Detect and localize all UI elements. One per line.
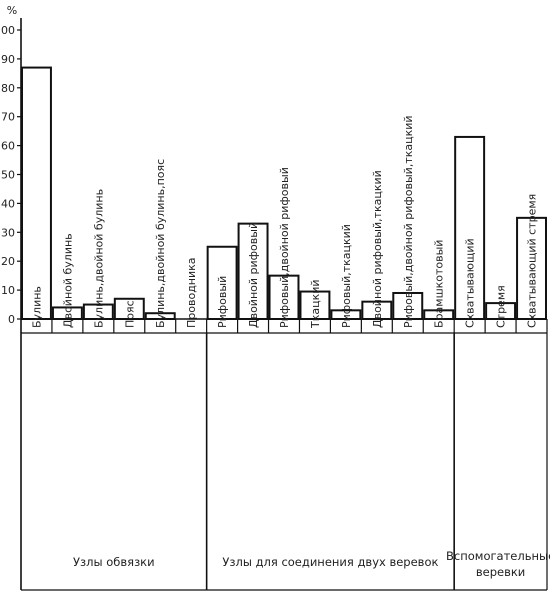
category-label: Пояс — [123, 300, 136, 328]
category-label: Булинь,двойной булинь — [92, 189, 105, 328]
bar — [237, 222, 269, 321]
bar — [268, 274, 300, 320]
category-label: Двойной булинь — [61, 233, 74, 328]
group-label: Узлы для соединения двух веревок — [222, 555, 438, 569]
bar — [516, 216, 548, 321]
y-tick-label: 30 — [1, 226, 15, 239]
category-label: Двойной рифовый,ткацкий — [371, 170, 384, 328]
y-tick-label: 50 — [1, 169, 15, 182]
bar — [51, 306, 83, 321]
bar — [206, 245, 238, 320]
labels: 0 10 20 30 40 50 60 70 80 90 100% Булинь Двойной бул… — [0, 4, 550, 579]
bar — [423, 309, 455, 320]
bar — [21, 66, 52, 320]
y-tick-label: 60 — [1, 140, 15, 153]
y-tick-label: 70 — [1, 111, 15, 124]
bar — [299, 290, 331, 321]
bar — [361, 300, 393, 321]
y-tick-label: 20 — [1, 255, 15, 268]
category-label: Рифовый,двойной рифовый,ткацкий — [402, 115, 415, 328]
y-tick-label: 100 — [0, 24, 15, 37]
y-tick-label: 80 — [1, 82, 15, 95]
y-tick-label: 90 — [1, 53, 15, 66]
category-label: Брамшкотовый — [433, 240, 446, 328]
category-label: Рифовый — [216, 276, 229, 328]
category-label: Булинь,двойной булинь,пояс — [154, 159, 167, 328]
bar — [330, 309, 362, 320]
group-label-line2: веревки — [476, 565, 525, 579]
bars — [21, 66, 548, 321]
category-label: Схватывающий — [464, 238, 477, 328]
bar — [113, 297, 145, 320]
bar — [454, 135, 486, 320]
category-label: Проводника — [185, 257, 198, 328]
y-tick-label: 10 — [1, 284, 15, 297]
category-label: Стремя — [495, 285, 508, 328]
bar — [485, 302, 517, 321]
y-axis-label: % — [7, 4, 17, 17]
category-label: Рифовый,двойной рифовый — [278, 167, 291, 328]
category-label: Ткацкий — [309, 279, 322, 329]
group-label: Вспомогательные — [446, 549, 550, 563]
bar — [82, 303, 114, 320]
group-label: Узлы обвязки — [73, 555, 155, 569]
bar — [144, 312, 176, 321]
category-label: Булинь — [30, 286, 43, 328]
category-label: Двойной рифовый — [247, 222, 260, 328]
category-label: Рифовый,ткацкий — [340, 224, 353, 328]
y-tick-label: 0 — [8, 313, 15, 326]
y-tick-label: 40 — [1, 197, 15, 210]
category-label: Схватывающий стремя — [526, 194, 539, 328]
bar — [392, 291, 424, 320]
